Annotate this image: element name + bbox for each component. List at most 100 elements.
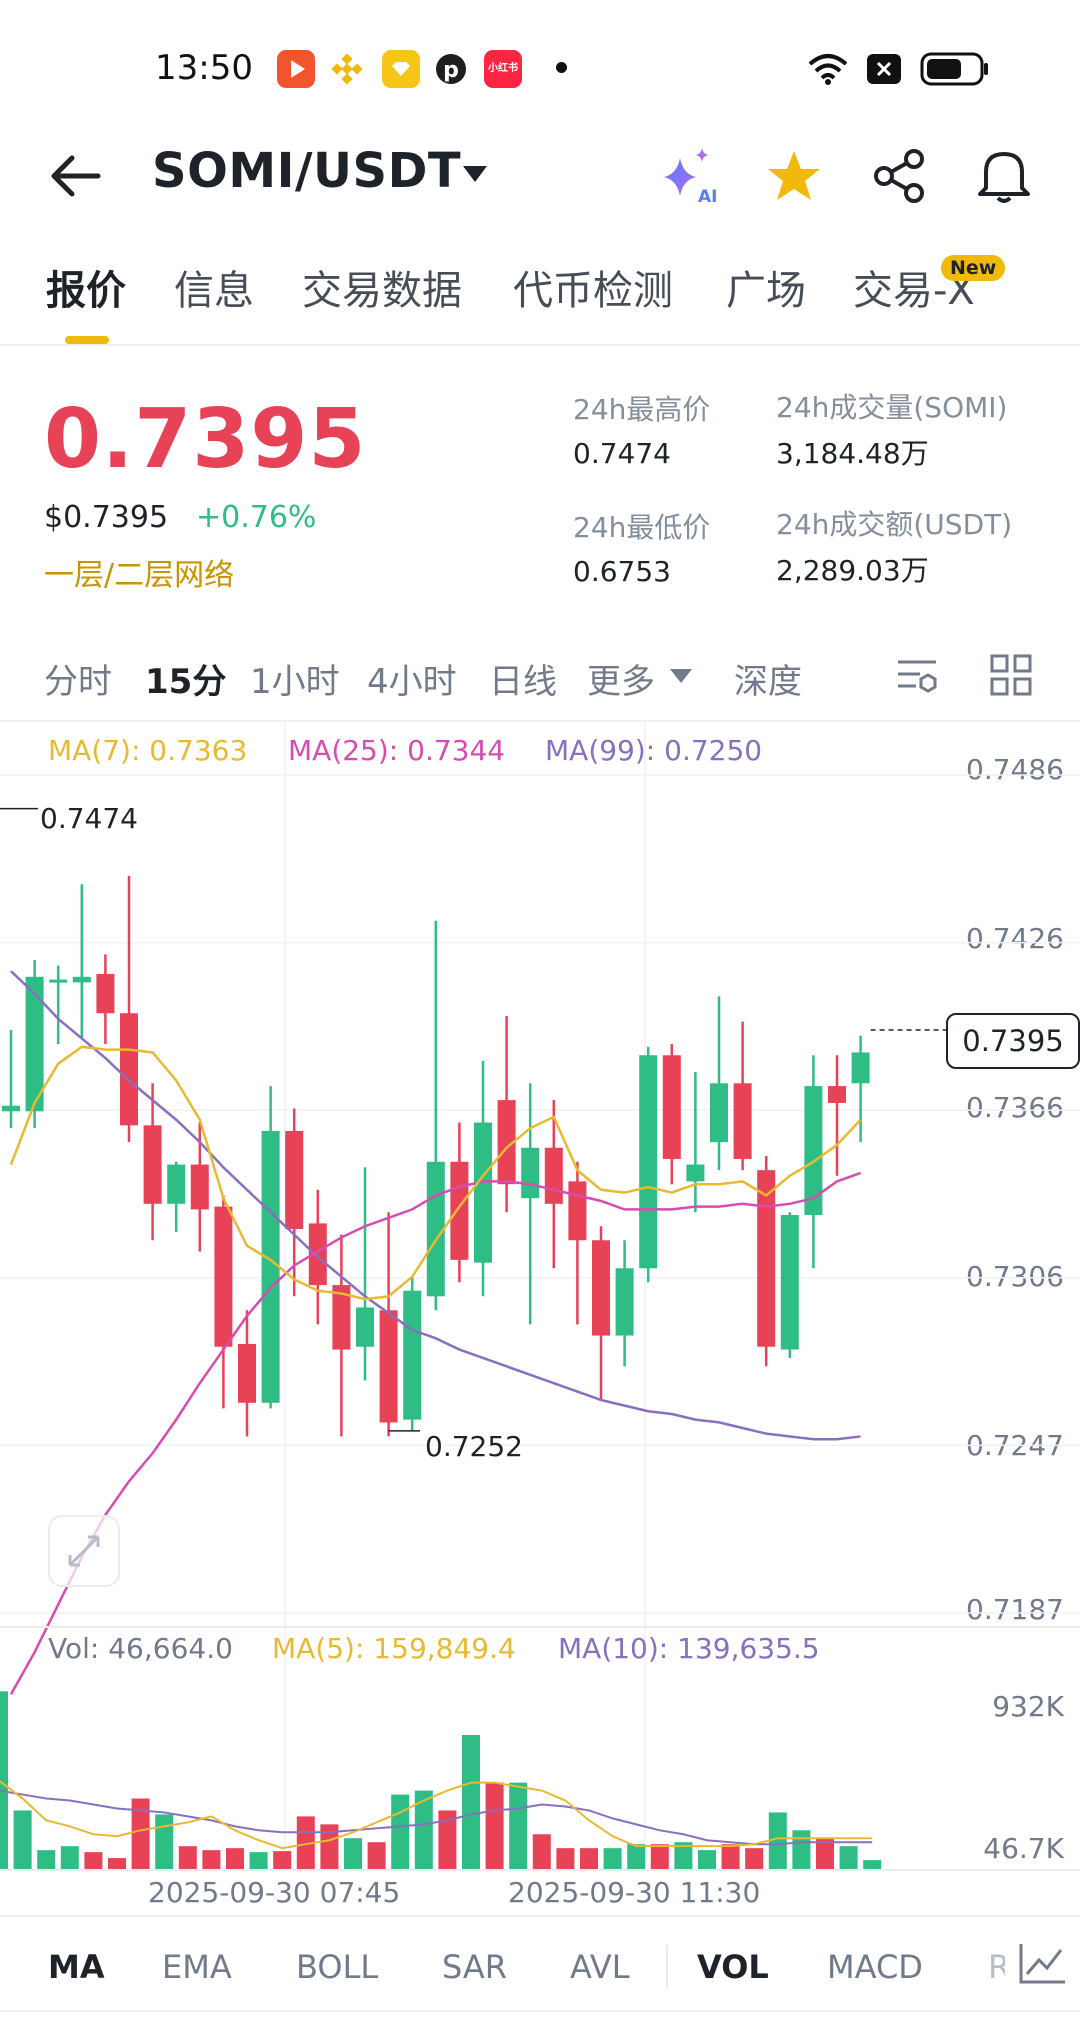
volume-bar	[768, 1812, 787, 1870]
candle-down	[190, 1164, 209, 1210]
candle-up	[804, 1086, 823, 1216]
new-badge: New	[941, 255, 1006, 281]
indicator-boll[interactable]: BOLL	[296, 1948, 379, 1986]
expand-button[interactable]	[48, 1515, 120, 1587]
tab-trade-data[interactable]: 交易数据	[302, 268, 462, 314]
tf-15m[interactable]: 15分	[145, 662, 227, 702]
candle-up	[261, 1130, 280, 1403]
chart-settings-icon[interactable]	[894, 652, 940, 698]
indicator-vol[interactable]: VOL	[697, 1948, 769, 1986]
amount-value: 2,289.03万	[776, 554, 929, 587]
indicator-ema[interactable]: EMA	[162, 1948, 232, 1986]
kline-chart[interactable]	[0, 720, 1080, 1910]
volume-bar	[367, 1842, 386, 1870]
volume-bar	[249, 1852, 268, 1870]
tab-info[interactable]: 信息	[174, 268, 254, 314]
candle-down	[285, 1130, 304, 1230]
indicator-r[interactable]: R	[988, 1948, 1011, 1986]
low-label: 24h最低价	[573, 511, 711, 544]
volume-bar	[816, 1838, 834, 1870]
candle-down	[757, 1170, 776, 1347]
indicator-settings-button[interactable]	[1005, 1930, 1080, 2000]
volume-bar	[603, 1848, 622, 1870]
candle-up	[356, 1307, 374, 1347]
candle-up	[72, 976, 91, 983]
volume-bar	[556, 1848, 575, 1870]
back-arrow-icon[interactable]	[48, 152, 102, 200]
more-chevron-icon[interactable]	[668, 666, 694, 686]
tf-daily[interactable]: 日线	[489, 662, 557, 702]
ai-sparkle-icon[interactable]: AI	[658, 144, 722, 208]
volume-bar	[202, 1850, 221, 1870]
star-icon[interactable]	[766, 148, 822, 204]
volume-bar	[839, 1846, 858, 1870]
candle-up	[403, 1290, 422, 1420]
volume-bar	[721, 1844, 740, 1870]
tf-1h[interactable]: 1小时	[250, 662, 340, 702]
volume-bar	[344, 1838, 362, 1870]
volume-bar	[650, 1844, 669, 1870]
bottom-divider	[0, 2010, 1080, 2012]
price-tick: 0.7486	[966, 753, 1064, 786]
tf-more[interactable]: 更多	[587, 662, 655, 702]
candle-up	[615, 1268, 634, 1336]
candle-down	[143, 1125, 162, 1204]
tf-4h[interactable]: 4小时	[367, 662, 457, 702]
bell-icon[interactable]	[976, 146, 1032, 206]
volume-tick: 46.7K	[983, 1832, 1064, 1865]
current-price-label: 0.7395	[946, 1013, 1080, 1069]
low-marker-label: 0.7252	[425, 1430, 523, 1463]
tab-token-check[interactable]: 代币检测	[513, 268, 673, 314]
candle-down	[120, 1013, 138, 1126]
tab-square[interactable]: 广场	[726, 268, 806, 314]
indicator-macd[interactable]: MACD	[827, 1948, 923, 1986]
layout-grid-icon[interactable]	[988, 652, 1034, 698]
candle-down	[332, 1285, 351, 1350]
volume-bar	[414, 1790, 433, 1870]
share-icon[interactable]	[872, 148, 928, 204]
indicator-ma[interactable]: MA	[48, 1948, 105, 1986]
x-tick-label: 2025-09-30 11:30	[508, 1876, 761, 1909]
pair-title[interactable]: SOMI/USDT	[152, 143, 461, 199]
ma25-legend: MA(25): 0.7344	[288, 734, 506, 767]
price-tick: 0.7366	[966, 1091, 1064, 1124]
candle-down	[662, 1055, 681, 1159]
last-price: 0.7395	[44, 392, 367, 487]
volume-bar	[863, 1860, 882, 1870]
indicator-sar[interactable]: SAR	[442, 1948, 508, 1986]
ma25-line	[9, 1171, 862, 1695]
battery-icon	[920, 52, 988, 86]
ma99-legend: MA(99): 0.7250	[545, 734, 763, 767]
change-percent: +0.76%	[196, 500, 317, 535]
price-tick: 0.7187	[966, 1593, 1064, 1626]
volume-bar	[273, 1851, 292, 1870]
tf-depth[interactable]: 深度	[734, 662, 802, 702]
red-app-label: 小红书	[488, 63, 518, 74]
high-marker-label: 0.7474	[40, 802, 138, 835]
volume-bar	[792, 1830, 811, 1870]
ma7-legend: MA(7): 0.7363	[48, 734, 248, 767]
high-value: 0.7474	[573, 437, 671, 470]
candle-down	[592, 1240, 610, 1336]
vol-ma10-legend: MA(10): 139,635.5	[558, 1632, 820, 1665]
indicator-avl[interactable]: AVL	[570, 1948, 630, 1986]
network-tag[interactable]: 一层/二层网络	[44, 558, 235, 593]
volume-bar	[627, 1844, 646, 1870]
tab-quote[interactable]: 报价	[46, 268, 126, 314]
active-tab-indicator	[65, 336, 109, 344]
amount-label: 24h成交额(USDT)	[776, 508, 1013, 541]
candle-up	[2, 1105, 20, 1112]
volume-bar	[131, 1798, 150, 1870]
volume-bar	[391, 1794, 410, 1870]
chevron-down-icon[interactable]	[460, 163, 490, 185]
candle-up	[851, 1052, 870, 1084]
tf-time-sharing[interactable]: 分时	[44, 662, 112, 702]
candle-up	[710, 1083, 728, 1143]
ma99-line	[10, 970, 861, 1441]
volume-bar	[226, 1848, 244, 1870]
binance-app-icon	[328, 50, 366, 88]
pinterest-app-icon: p	[432, 50, 470, 88]
volume-bar	[509, 1782, 528, 1870]
vol-ma5-legend: MA(5): 159,849.4	[272, 1632, 516, 1665]
candle-down	[828, 1086, 846, 1103]
